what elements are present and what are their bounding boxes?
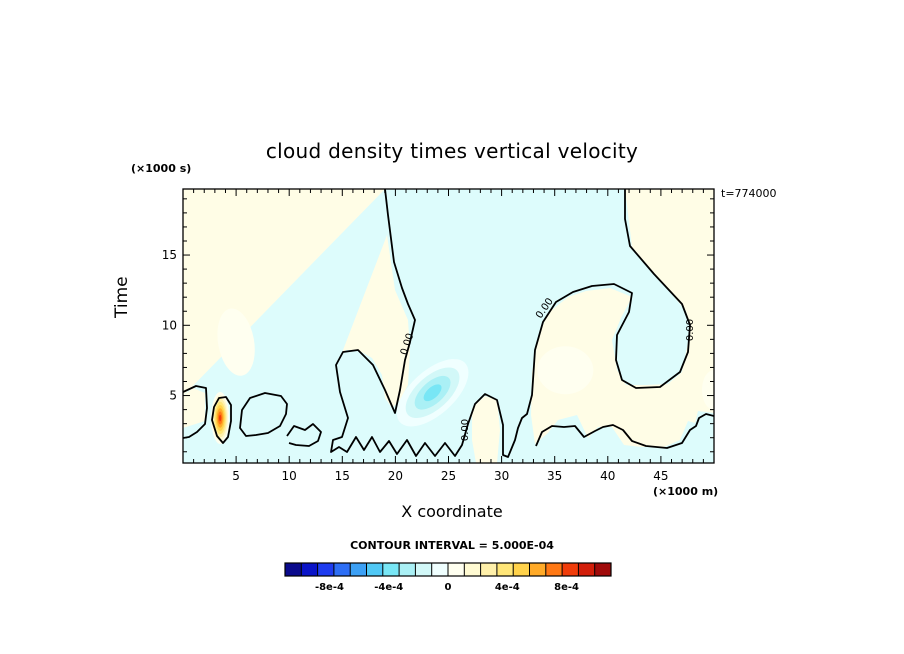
y-unit-label: (×1000 s) <box>131 162 192 175</box>
colorbar-cell <box>496 563 514 576</box>
colorbar-cell <box>562 563 579 576</box>
x-tick-label: 30 <box>494 469 509 483</box>
colorbar-cell <box>301 563 318 576</box>
colorbar-frame <box>284 562 612 577</box>
feature-positive-blob-level-1 <box>537 346 594 395</box>
colorbar-tick-label: -8e-4 <box>315 582 344 593</box>
colorbar-tick-label: -4e-4 <box>374 582 403 593</box>
colorbar-cell <box>529 563 547 576</box>
colorbar-cell <box>431 563 449 576</box>
chart-title: cloud density times vertical velocity <box>265 139 639 163</box>
colorbar-cell <box>415 563 433 576</box>
negative-region <box>183 189 714 463</box>
colorbar-tick-label: 4e-4 <box>495 582 520 593</box>
colorbar-cell <box>382 563 400 576</box>
feature-positive-core-level-8 <box>219 414 222 422</box>
y-tick-label: 5 <box>169 389 177 403</box>
contour-label: 0.00 <box>685 319 696 341</box>
zero-contours <box>183 189 714 458</box>
axes: 5 10 15 20 25 30 35 40 45 5 10 15 <box>162 189 715 483</box>
feature-positive-plume-level-1 <box>217 308 255 376</box>
x-tick-label: 40 <box>600 469 615 483</box>
colorbar: -8e-4 -4e-4 0 4e-4 8e-4 <box>284 562 612 593</box>
ripple-contour-left <box>286 423 322 447</box>
timestamp-label: t=774000 <box>721 187 777 200</box>
colorbar-cell <box>285 563 302 576</box>
core-contour <box>211 396 232 444</box>
x-tick-label: 25 <box>441 469 456 483</box>
x-unit-label: (×1000 m) <box>653 485 719 498</box>
x-tick-label: 45 <box>653 469 668 483</box>
left-edge-contour <box>183 385 208 439</box>
feature-positive-edge-level-1 <box>702 369 714 410</box>
colorbar-cell <box>399 563 416 576</box>
colorbar-cell <box>333 563 351 576</box>
colorbar-cell <box>317 563 335 576</box>
colorbar-tick-label: 0 <box>445 582 452 593</box>
contour-label: 0.00 <box>460 419 471 441</box>
colorbar-cell <box>594 563 612 576</box>
shaded-field <box>183 189 714 463</box>
colorbar-cell <box>448 563 465 576</box>
x-tick-label: 5 <box>232 469 240 483</box>
colorbar-cell <box>545 563 563 576</box>
x-tick-label: 10 <box>282 469 297 483</box>
y-tick-label: 15 <box>162 248 177 262</box>
left-lobe-contour <box>239 392 288 437</box>
feature-negative-core-level-4 <box>423 384 442 402</box>
colorbar-cell <box>513 563 530 576</box>
ripple-contour-right <box>535 413 714 449</box>
y-tick-label: 10 <box>162 318 177 332</box>
negative-pocket <box>618 315 644 370</box>
y-axis-title: Time <box>112 276 132 318</box>
colorbar-cell <box>578 563 596 576</box>
colorbar-cell <box>464 563 481 576</box>
x-tick-label: 20 <box>388 469 403 483</box>
x-tick-label: 15 <box>335 469 350 483</box>
colorbar-cell <box>480 563 498 576</box>
main-zero-contour <box>330 189 691 458</box>
positive-pocket <box>472 396 500 463</box>
colorbar-cell <box>366 563 384 576</box>
x-axis-title: X coordinate <box>401 502 503 521</box>
colorbar-tick-label: 8e-4 <box>554 582 579 593</box>
colorbar-cell <box>350 563 367 576</box>
contour-interval-text: CONTOUR INTERVAL = 5.000E-04 <box>350 539 554 552</box>
x-tick-label: 35 <box>547 469 562 483</box>
